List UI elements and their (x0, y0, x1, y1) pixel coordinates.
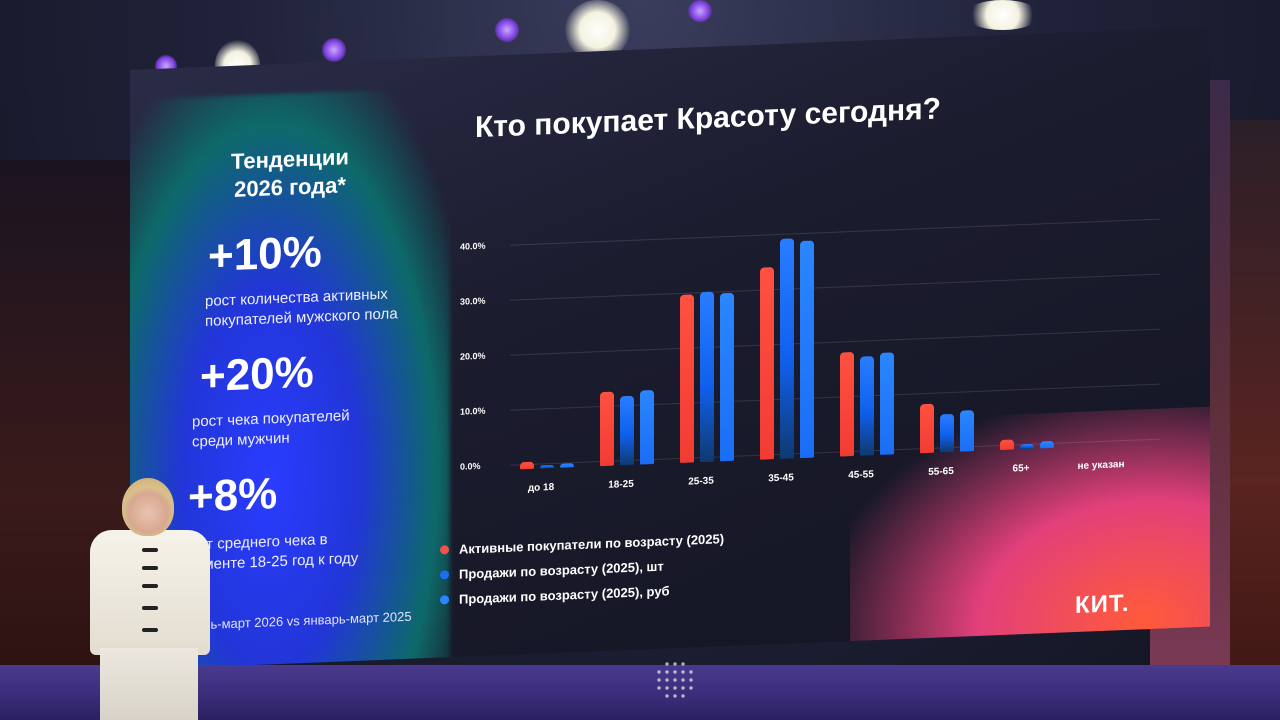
bar-group (600, 389, 654, 467)
bar (620, 396, 634, 466)
bar (760, 266, 774, 460)
bar (1020, 443, 1034, 450)
bar (680, 294, 694, 463)
chart-legend: Активные покупатели по возрасту (2025) П… (440, 531, 724, 617)
bar (1080, 446, 1094, 447)
legend-dot-blue-icon (440, 570, 449, 580)
bar (800, 240, 814, 459)
legend-dot-red-icon (440, 545, 449, 555)
bar (520, 462, 534, 470)
stage-light-purple (688, 0, 712, 22)
bar (540, 464, 554, 469)
presenter (90, 478, 210, 720)
y-tick-10: 10.0% (460, 405, 486, 417)
x-axis-label: 65+ (1012, 462, 1030, 475)
bar (600, 391, 614, 467)
legend-dot-blue-icon (440, 595, 449, 605)
legend-item-sales-rub: Продажи по возрасту (2025), руб (440, 581, 724, 607)
bar (640, 389, 654, 465)
bar-chart: 40.0% 30.0% 20.0% 10.0% 0.0% до 18 18-25 2… (460, 214, 1160, 502)
trends-title: Тенденции 2026 года* (215, 143, 365, 205)
x-axis-label: 25-35 (688, 475, 714, 488)
bar-group (920, 402, 974, 454)
stage-floor (0, 665, 1280, 720)
stat-desc-2: рост чека покупателей среди мужчин (192, 406, 350, 452)
kit-logo: КИТ. (1075, 589, 1130, 620)
gridline (510, 218, 1160, 246)
presenter-pants (100, 648, 198, 720)
bar (960, 409, 974, 452)
y-tick-0: 0.0% (460, 460, 481, 472)
x-axis-label: 35-45 (768, 472, 794, 485)
bar (860, 356, 874, 456)
bar (920, 403, 934, 454)
jacket-knot (142, 606, 158, 610)
bar (1040, 441, 1054, 449)
presenter-head (122, 478, 174, 536)
legend-label: Активные покупатели по возрасту (2025) (459, 531, 725, 557)
bar (720, 292, 734, 462)
x-axis-label: 45-55 (848, 469, 874, 482)
gridline (510, 273, 1160, 301)
bar (1000, 439, 1014, 451)
jacket-knot (142, 584, 158, 588)
bar-group (1080, 444, 1134, 447)
x-axis-label: до 18 (527, 481, 555, 495)
stat-value-1: +10% (208, 227, 322, 281)
legend-item-sales-units: Продажи по возрасту (2025), шт (440, 556, 724, 582)
y-tick-20: 20.0% (460, 350, 486, 362)
stage-light-purple (322, 38, 346, 62)
bar (840, 351, 854, 457)
stat-value-2: +20% (200, 347, 314, 402)
floor-dots-decoration (655, 660, 695, 700)
bar-group (1000, 438, 1054, 451)
bar (940, 413, 954, 453)
x-axis-label: не указан (1077, 459, 1125, 472)
stage-light-purple (495, 18, 519, 42)
bar (560, 462, 574, 468)
y-tick-30: 30.0% (460, 295, 486, 307)
bar (1120, 444, 1134, 446)
bar-group (760, 238, 814, 460)
presentation-slide: Тенденции 2026 года* +10% рост количеств… (130, 26, 1210, 670)
chart-title: Кто покупает Красоту сегодня? (475, 92, 941, 145)
legend-label: Продажи по возрасту (2025), руб (459, 583, 670, 607)
jacket-knot (142, 566, 158, 570)
x-axis-label: 18-25 (608, 478, 634, 491)
jacket-knot (142, 548, 158, 552)
y-tick-40: 40.0% (460, 240, 486, 252)
legend-label: Продажи по возрасту (2025), шт (459, 558, 664, 582)
gridline (510, 328, 1160, 356)
bar (700, 291, 714, 463)
legend-item-active-buyers: Активные покупатели по возрасту (2025) (440, 531, 724, 557)
stage-light-white (965, 0, 1040, 30)
jacket-knot (142, 628, 158, 632)
bar (880, 352, 894, 455)
bar-group (520, 461, 574, 470)
bar (1100, 445, 1114, 447)
stat-desc-1: рост количества активных покупателей муж… (205, 284, 398, 332)
bar-group (840, 350, 894, 457)
x-axis-label: 55-65 (928, 465, 954, 478)
bar-group (680, 290, 734, 463)
bar (780, 238, 794, 459)
